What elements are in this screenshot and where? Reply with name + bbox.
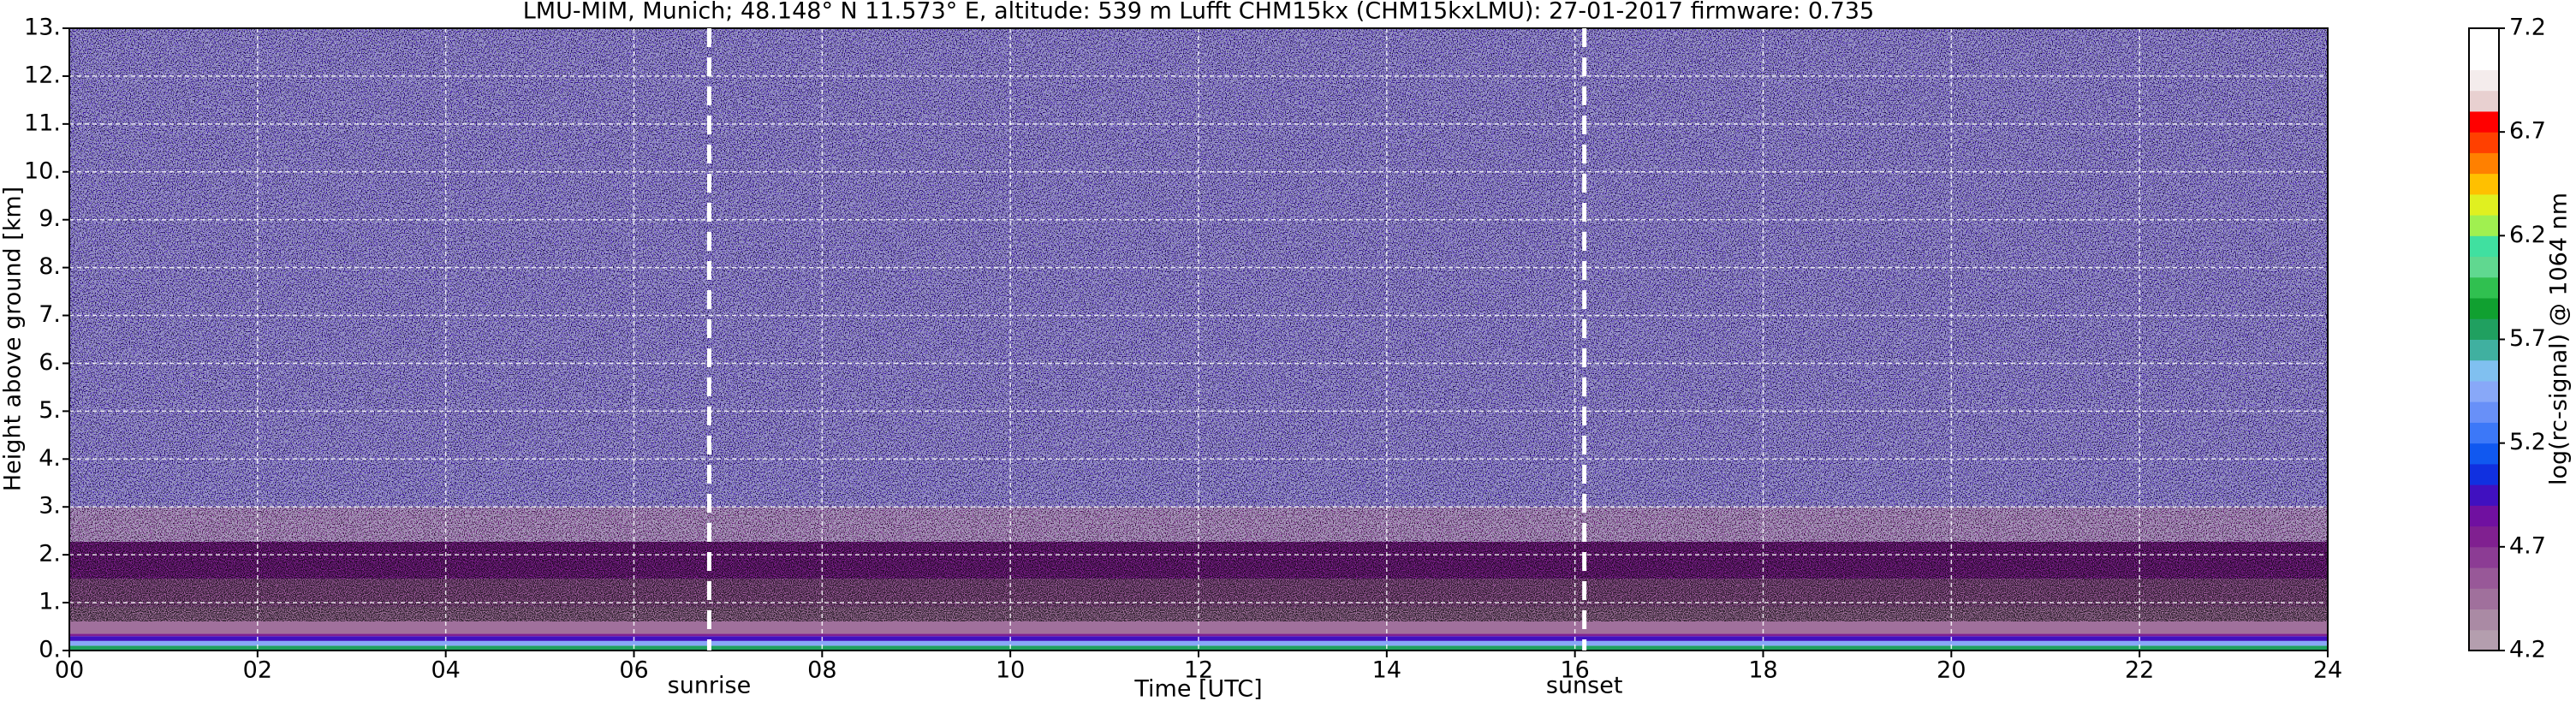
colorbar-segment: [2469, 215, 2499, 236]
y-tick-label: 11.: [24, 110, 61, 136]
colorbar-segment: [2469, 401, 2499, 423]
colorbar-segment: [2469, 256, 2499, 278]
colorbar-segment: [2469, 588, 2499, 610]
x-tick-label: 16: [1560, 657, 1589, 684]
x-tick-label: 12: [1184, 657, 1213, 684]
colorbar-tick-label: 4.2: [2509, 637, 2546, 663]
y-tick-label: 3.: [39, 493, 61, 520]
y-tick-label: 5.: [39, 397, 61, 424]
colorbar-segment: [2469, 609, 2499, 631]
colorbar-tick-label: 6.7: [2509, 118, 2546, 145]
x-tick-label: 24: [2313, 657, 2342, 684]
x-tick-label: 10: [996, 657, 1025, 684]
colorbar-segment: [2469, 235, 2499, 258]
x-tick-label: 02: [243, 657, 272, 684]
heatmap-band: [69, 640, 2328, 646]
y-tick-label: 1.: [39, 589, 61, 615]
x-tick-label: 04: [431, 657, 460, 684]
x-axis-label: Time [UTC]: [1133, 676, 1262, 703]
colorbar-tick-label: 5.2: [2509, 429, 2546, 455]
colorbar-tick-label: 4.7: [2509, 532, 2546, 559]
colorbar-segment: [2469, 193, 2499, 216]
y-tick-label: 12.: [24, 62, 61, 88]
y-tick-label: 10.: [24, 157, 61, 184]
x-tick-label: 06: [619, 657, 648, 684]
colorbar-segment: [2469, 298, 2499, 319]
colorbar-segment: [2469, 152, 2499, 175]
colorbar-segment: [2469, 505, 2499, 527]
annotation-label: sunset: [1546, 673, 1623, 699]
colorbar-segment: [2469, 132, 2499, 153]
colorbar-segment: [2469, 339, 2499, 361]
x-tick-label: 20: [1936, 657, 1966, 684]
y-tick-label: 6.: [39, 349, 61, 376]
x-tick-label: 08: [807, 657, 836, 684]
colorbar-segment: [2469, 629, 2499, 651]
colorbar-segment: [2469, 276, 2499, 299]
colorbar-segment: [2469, 318, 2499, 340]
heatmap-band: [69, 633, 2328, 637]
colorbar-segment: [2469, 359, 2499, 382]
x-tick-label: 18: [1748, 657, 1777, 684]
y-tick-label: 9.: [39, 205, 61, 232]
colorbar-segment: [2469, 484, 2499, 506]
colorbar-segment: [2469, 90, 2499, 112]
colorbar-segment: [2469, 463, 2499, 485]
y-tick-label: 0.: [39, 637, 61, 663]
colorbar-segment: [2469, 110, 2499, 133]
colorbar-segment: [2469, 173, 2499, 195]
colorbar-segment: [2469, 380, 2499, 402]
colorbar-segment: [2469, 422, 2499, 444]
colorbar-segment: [2469, 443, 2499, 465]
colorbar-tick-label: 7.2: [2509, 15, 2546, 41]
y-tick-label: 7.: [39, 301, 61, 328]
x-tick-label: 00: [55, 657, 84, 684]
chart-title: LMU-MIM, Munich; 48.148° N 11.573° E, al…: [523, 0, 1874, 25]
y-tick-label: 4.: [39, 445, 61, 472]
colorbar-tick-label: 5.7: [2509, 325, 2546, 352]
colorbar-tick-label: 6.2: [2509, 222, 2546, 248]
colorbar-segment: [2469, 567, 2499, 589]
x-tick-label: 14: [1372, 657, 1401, 684]
y-tick-label: 2.: [39, 541, 61, 567]
colorbar-segment: [2469, 49, 2499, 70]
colorbar-segment: [2469, 546, 2499, 568]
colorbar-segment: [2469, 526, 2499, 548]
y-axis-label: Height above ground [km]: [0, 187, 27, 491]
colorbar-label: log(rc-signal) @ 1064 nm: [2546, 193, 2573, 485]
colorbar-segment: [2469, 69, 2499, 92]
annotation-label: sunrise: [668, 673, 752, 699]
colorbar-segment: [2469, 28, 2499, 50]
y-tick-label: 8.: [39, 253, 61, 280]
x-tick-label: 22: [2125, 657, 2154, 684]
y-tick-label: 13.: [24, 15, 61, 41]
